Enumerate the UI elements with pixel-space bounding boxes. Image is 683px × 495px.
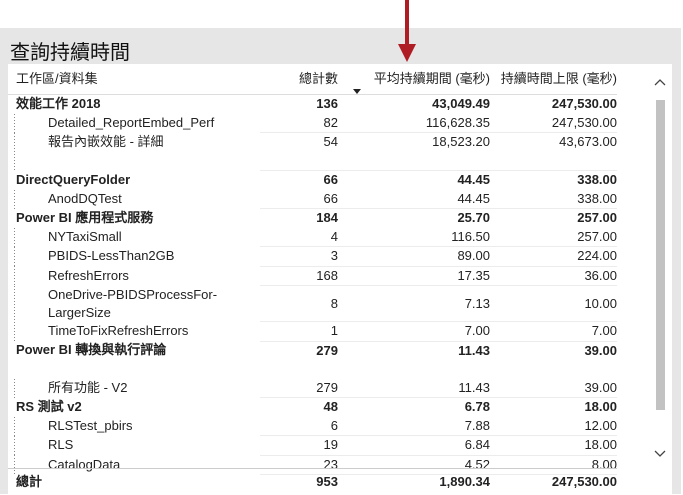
cell-value: 257.00 bbox=[490, 209, 617, 228]
row-label: RS 測試 v2 bbox=[8, 398, 260, 417]
row-label: AnodDQTest bbox=[8, 190, 260, 209]
cell-value: 7.88 bbox=[338, 417, 490, 436]
cell-value: 3 bbox=[260, 247, 338, 267]
cell-value: 279 bbox=[260, 379, 338, 398]
scroll-thumb[interactable] bbox=[656, 100, 665, 410]
cell-value: 18.00 bbox=[490, 436, 617, 456]
cell-value: 12.00 bbox=[490, 417, 617, 436]
row-label: 所有功能 - V2 bbox=[8, 379, 260, 398]
cell-value: 257.00 bbox=[490, 228, 617, 247]
row-label: RefreshErrors bbox=[8, 266, 260, 286]
total-value: 1,890.34 bbox=[338, 469, 490, 495]
cell-value: 224.00 bbox=[490, 247, 617, 267]
cell-value: 6.78 bbox=[338, 398, 490, 417]
cell-value: 1 bbox=[260, 322, 338, 342]
cell-value: 11.43 bbox=[338, 341, 490, 379]
row-label: TimeToFixRefreshErrors bbox=[8, 322, 260, 342]
cell-value: 54 bbox=[260, 133, 338, 171]
cell-value: 39.00 bbox=[490, 379, 617, 398]
cell-value: 66 bbox=[260, 190, 338, 209]
matrix-table: 工作區/資料集 總計數 平均持續期間 (毫秒) 持續時間上限 (毫秒) 效能工作… bbox=[8, 64, 617, 475]
cell-value: 48 bbox=[260, 398, 338, 417]
cell-value: 4 bbox=[260, 228, 338, 247]
cell-value: 7.00 bbox=[490, 322, 617, 342]
cell-value: 25.70 bbox=[338, 209, 490, 228]
cell-value: 39.00 bbox=[490, 341, 617, 379]
cell-value: 11.43 bbox=[338, 379, 490, 398]
cell-value: 279 bbox=[260, 341, 338, 379]
row-label: NYTaxiSmall bbox=[8, 228, 260, 247]
cell-value: 19 bbox=[260, 436, 338, 456]
row-label: 報告內嵌效能 - 詳細 bbox=[8, 133, 260, 171]
cell-value: 168 bbox=[260, 266, 338, 286]
cell-value: 44.45 bbox=[338, 190, 490, 209]
visual: 查詢持續時間 工作區/資料集 總計數 平均持續期間 (毫秒) 持續時間上限 (毫… bbox=[0, 28, 681, 494]
row-label: Power BI 轉換與執行評論 bbox=[8, 341, 260, 379]
cell-value: 247,530.00 bbox=[490, 95, 617, 114]
cell-value: 247,530.00 bbox=[490, 114, 617, 133]
cell-value: 17.35 bbox=[338, 266, 490, 286]
sort-indicator bbox=[353, 88, 363, 96]
cell-value: 338.00 bbox=[490, 190, 617, 209]
cell-value: 7.13 bbox=[338, 286, 490, 322]
total-value: 953 bbox=[260, 469, 338, 495]
cell-value: 89.00 bbox=[338, 247, 490, 267]
cell-value: 7.00 bbox=[338, 322, 490, 342]
scrollbar[interactable] bbox=[652, 64, 668, 494]
cell-value: 82 bbox=[260, 114, 338, 133]
cell-value: 10.00 bbox=[490, 286, 617, 322]
cell-value: 6.84 bbox=[338, 436, 490, 456]
cell-value: 8 bbox=[260, 286, 338, 322]
row-label: Power BI 應用程式服務 bbox=[8, 209, 260, 228]
cell-value: 36.00 bbox=[490, 266, 617, 286]
row-label: Detailed_ReportEmbed_Perf bbox=[8, 114, 260, 133]
cell-value: 116.50 bbox=[338, 228, 490, 247]
cell-value: 136 bbox=[260, 95, 338, 114]
total-value: 247,530.00 bbox=[490, 469, 617, 495]
matrix: 工作區/資料集 總計數 平均持續期間 (毫秒) 持續時間上限 (毫秒) 效能工作… bbox=[8, 64, 672, 494]
row-label: 效能工作 2018 bbox=[8, 95, 260, 114]
cell-value: 43,673.00 bbox=[490, 133, 617, 171]
row-label: RLSTest_pbirs bbox=[8, 417, 260, 436]
scroll-down[interactable] bbox=[654, 450, 666, 458]
total-label: 總計 bbox=[8, 469, 260, 495]
cell-value: 6 bbox=[260, 417, 338, 436]
arrow bbox=[0, 0, 683, 70]
arrow-head bbox=[398, 44, 416, 62]
cell-value: 18.00 bbox=[490, 398, 617, 417]
row-label: RLS bbox=[8, 436, 260, 456]
cell-value: 66 bbox=[260, 171, 338, 190]
row-label: DirectQueryFolder bbox=[8, 171, 260, 190]
cell-value: 184 bbox=[260, 209, 338, 228]
cell-value: 116,628.35 bbox=[338, 114, 490, 133]
row-label: OneDrive-PBIDSProcessFor-LargerSize bbox=[8, 286, 260, 322]
cell-value: 18,523.20 bbox=[338, 133, 490, 171]
cell-value: 43,049.49 bbox=[338, 95, 490, 114]
cell-value: 44.45 bbox=[338, 171, 490, 190]
scroll-up[interactable] bbox=[654, 78, 666, 86]
cell-value: 338.00 bbox=[490, 171, 617, 190]
row-label: PBIDS-LessThan2GB bbox=[8, 247, 260, 267]
